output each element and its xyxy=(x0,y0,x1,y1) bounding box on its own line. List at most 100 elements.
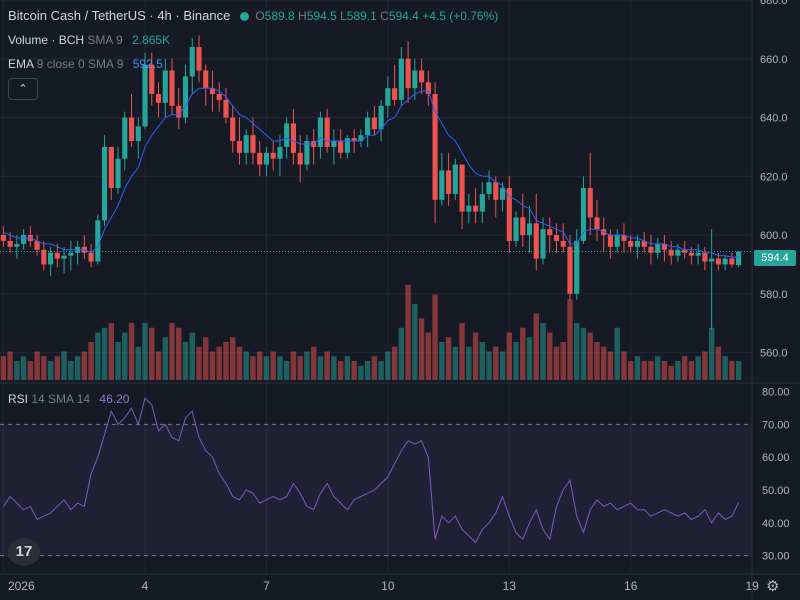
volume-bar xyxy=(155,351,162,380)
volume-bar xyxy=(688,361,695,380)
volume-bar xyxy=(540,323,546,380)
symbol-legend[interactable]: Bitcoin Cash / TetherUS · 4h · Binance O5… xyxy=(8,8,498,23)
candle-body xyxy=(263,152,270,165)
volume-bar xyxy=(250,356,256,380)
candle-body xyxy=(520,217,526,236)
ema-legend[interactable]: EMA 9 close 0 SMA 9 592.5 xyxy=(8,57,163,71)
volume-bar xyxy=(654,356,661,380)
candle-body xyxy=(432,94,438,200)
candle-body xyxy=(560,240,566,247)
last-price-tag: 594.4 xyxy=(754,250,796,266)
volume-bar xyxy=(128,323,135,380)
volume-bar xyxy=(203,337,209,380)
time-tick-label: 10 xyxy=(381,579,395,593)
price-axis[interactable]: 560.0 580.0 600.0 620.0 640.0 660.0 680.0 xyxy=(760,0,788,360)
open-label: O xyxy=(255,9,265,23)
volume-bar xyxy=(351,361,357,380)
candle-body xyxy=(398,58,404,100)
ema-params: 9 close 0 SMA 9 xyxy=(36,57,124,71)
candle-body xyxy=(257,152,263,165)
candle-body xyxy=(21,235,27,244)
rsi-axis[interactable]: 30.00 40.00 50.00 60.00 70.00 80.00 xyxy=(762,387,790,563)
volume-bar xyxy=(472,332,479,380)
candle-body xyxy=(634,240,641,247)
volume-bar xyxy=(209,351,216,380)
rsi-tick-label: 70.00 xyxy=(762,419,790,431)
high-label: H xyxy=(298,9,307,23)
volume-bar xyxy=(169,323,175,380)
candle-body xyxy=(176,105,182,118)
volume-bar xyxy=(41,356,47,380)
volume-bar xyxy=(358,365,364,380)
candle-body xyxy=(351,138,357,142)
price-tick-label: 600.0 xyxy=(760,230,788,242)
volume-bar xyxy=(74,356,81,380)
volume-bar xyxy=(634,356,641,380)
volume-bar xyxy=(735,361,742,380)
volume-legend[interactable]: Volume · BCH SMA 9 2.865K xyxy=(8,33,170,47)
candle-body xyxy=(479,193,485,212)
candle-body xyxy=(715,258,721,265)
candle-body xyxy=(540,229,546,259)
rsi-band-fill xyxy=(0,424,752,556)
volume-bar xyxy=(499,351,506,380)
candle-body xyxy=(729,258,735,265)
low-label: L xyxy=(340,9,347,23)
candle-body xyxy=(236,141,243,153)
candle-body xyxy=(243,135,249,153)
volume-bar xyxy=(182,342,189,380)
volume-bar xyxy=(101,327,108,380)
volume-bar xyxy=(385,351,391,380)
rsi-tick-label: 30.00 xyxy=(762,551,790,563)
candle-body xyxy=(499,188,506,200)
volume-bar xyxy=(283,361,290,380)
candle-body xyxy=(122,117,128,159)
price-tick-label: 560.0 xyxy=(760,348,788,360)
volume-bar xyxy=(54,356,61,380)
time-tick-label: 2026 xyxy=(8,579,35,593)
candle-body xyxy=(155,94,162,103)
volume-bar xyxy=(95,332,101,380)
volume-bar xyxy=(310,346,317,380)
tradingview-logo[interactable]: 17 xyxy=(8,538,40,566)
volume-bar xyxy=(331,356,337,380)
candle-body xyxy=(621,235,627,241)
collapse-legend-button[interactable]: ⌃ xyxy=(8,78,38,100)
rsi-line xyxy=(2,397,740,544)
candle-body xyxy=(34,240,40,250)
chevron-up-icon: ⌃ xyxy=(18,83,28,95)
market-status-icon xyxy=(240,12,250,22)
volume-bar xyxy=(81,351,88,380)
volume-bar xyxy=(230,337,236,380)
time-axis[interactable]: 2026 4 7 10 13 16 19 xyxy=(8,579,759,593)
volume-bar xyxy=(722,356,728,380)
candle-body xyxy=(641,240,647,247)
volume-bar xyxy=(513,342,519,380)
candle-body xyxy=(344,138,350,153)
candle-body xyxy=(702,252,708,262)
candle-body xyxy=(736,251,742,266)
volume-bar xyxy=(547,332,553,380)
high-value: 594.5 xyxy=(306,9,337,23)
candle-body xyxy=(533,223,539,259)
candle-body xyxy=(594,217,600,230)
rsi-legend[interactable]: RSI 14 SMA 14 46.20 xyxy=(8,392,129,406)
candle-body xyxy=(14,243,20,247)
candle-body xyxy=(41,249,47,265)
gear-icon[interactable]: ⚙ xyxy=(766,578,780,595)
volume-bar xyxy=(398,327,405,380)
volume-bar xyxy=(695,356,701,380)
volume-bar xyxy=(675,361,681,380)
candle-body xyxy=(365,117,371,136)
volume-bar xyxy=(580,327,587,380)
volume-bar xyxy=(621,351,627,380)
volume-bar xyxy=(702,351,708,380)
volume-bar xyxy=(553,346,560,380)
volume-bar xyxy=(135,346,141,380)
candle-body xyxy=(405,58,411,89)
candle-body xyxy=(270,152,276,159)
volume-bar xyxy=(614,327,620,380)
close-label: C xyxy=(380,9,389,23)
volume-bar xyxy=(88,342,94,380)
